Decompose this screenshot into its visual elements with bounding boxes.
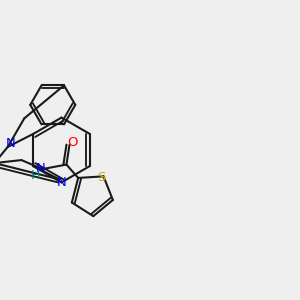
Text: N: N bbox=[5, 137, 15, 150]
Text: N: N bbox=[36, 162, 46, 175]
Text: O: O bbox=[67, 136, 78, 149]
Text: N: N bbox=[57, 176, 66, 189]
Text: S: S bbox=[97, 171, 105, 184]
Text: H: H bbox=[31, 169, 40, 182]
